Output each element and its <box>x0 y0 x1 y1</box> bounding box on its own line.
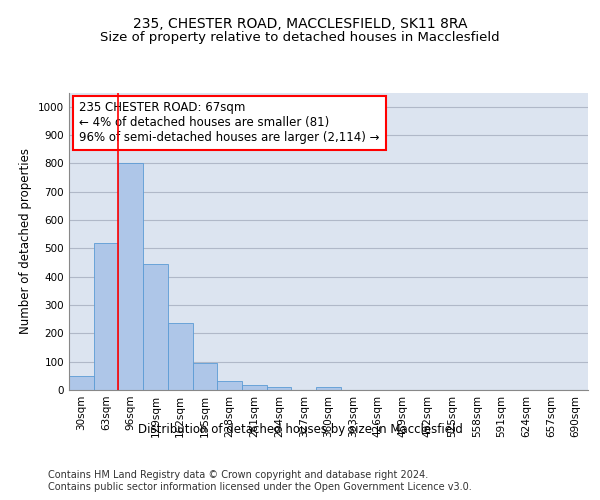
Bar <box>143 264 168 390</box>
Text: Size of property relative to detached houses in Macclesfield: Size of property relative to detached ho… <box>100 31 500 44</box>
Bar <box>316 387 341 390</box>
Bar <box>217 380 242 390</box>
Bar <box>69 376 94 390</box>
Bar <box>193 363 217 390</box>
Text: 235, CHESTER ROAD, MACCLESFIELD, SK11 8RA: 235, CHESTER ROAD, MACCLESFIELD, SK11 8R… <box>133 18 467 32</box>
Bar <box>168 322 193 390</box>
Text: Contains HM Land Registry data © Crown copyright and database right 2024.: Contains HM Land Registry data © Crown c… <box>48 470 428 480</box>
Y-axis label: Number of detached properties: Number of detached properties <box>19 148 32 334</box>
Text: Distribution of detached houses by size in Macclesfield: Distribution of detached houses by size … <box>137 422 463 436</box>
Text: 235 CHESTER ROAD: 67sqm
← 4% of detached houses are smaller (81)
96% of semi-det: 235 CHESTER ROAD: 67sqm ← 4% of detached… <box>79 102 380 144</box>
Bar <box>267 387 292 390</box>
Text: Contains public sector information licensed under the Open Government Licence v3: Contains public sector information licen… <box>48 482 472 492</box>
Bar <box>94 242 118 390</box>
Bar <box>118 164 143 390</box>
Bar <box>242 385 267 390</box>
